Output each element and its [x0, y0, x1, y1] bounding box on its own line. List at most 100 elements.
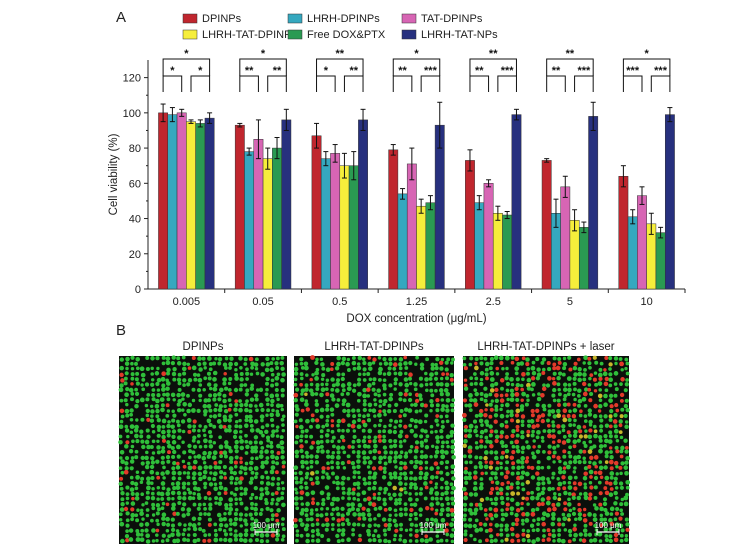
- live-cell: [213, 482, 218, 487]
- live-cell: [594, 506, 599, 511]
- live-cell: [160, 496, 165, 501]
- live-cell: [140, 372, 146, 378]
- live-cell: [479, 429, 485, 435]
- live-cell: [243, 532, 249, 537]
- significance-bracket: [650, 75, 671, 92]
- live-cell: [281, 423, 285, 427]
- live-cell: [372, 455, 377, 460]
- live-cell: [371, 486, 377, 491]
- dead-cell: [593, 389, 598, 393]
- live-cell: [387, 492, 392, 497]
- live-cell: [233, 533, 238, 538]
- live-cell: [249, 460, 254, 466]
- live-cell: [378, 460, 382, 465]
- live-cell: [373, 523, 377, 527]
- live-cell: [315, 357, 319, 362]
- live-cell: [581, 396, 587, 402]
- live-cell: [546, 477, 550, 481]
- live-cell: [479, 477, 484, 481]
- live-cell: [418, 397, 423, 402]
- dead-cell: [530, 465, 535, 470]
- live-cell: [212, 471, 218, 477]
- live-cell: [493, 538, 498, 543]
- live-cell: [192, 526, 198, 532]
- live-cell: [248, 538, 253, 543]
- live-cell: [493, 413, 499, 418]
- live-cell: [198, 445, 203, 449]
- live-cell: [473, 511, 478, 516]
- live-cell: [398, 444, 403, 449]
- live-cell: [388, 513, 392, 518]
- live-cell: [367, 428, 373, 434]
- live-cell: [361, 523, 366, 528]
- dead-cell: [239, 460, 243, 464]
- live-cell: [161, 521, 166, 527]
- live-cell: [499, 422, 505, 428]
- live-cell: [403, 377, 409, 382]
- live-cell: [275, 403, 281, 409]
- dead-cell: [624, 445, 629, 450]
- live-cell: [392, 443, 398, 449]
- live-cell: [494, 434, 500, 440]
- live-cell: [270, 476, 276, 481]
- live-cell: [352, 496, 357, 501]
- dead-cell: [541, 538, 546, 543]
- live-cell: [592, 513, 597, 518]
- live-cell: [434, 491, 440, 496]
- live-cell: [434, 485, 438, 490]
- live-cell: [250, 522, 255, 527]
- live-cell: [172, 486, 177, 491]
- dead-cell: [521, 512, 526, 517]
- live-cell: [181, 485, 186, 490]
- live-cell: [331, 516, 336, 521]
- live-cell: [139, 480, 144, 485]
- apoptotic-cell: [399, 487, 404, 492]
- live-cell: [602, 501, 608, 507]
- live-cell: [171, 418, 176, 423]
- dead-cell: [310, 355, 315, 360]
- live-cell: [193, 486, 198, 491]
- live-cell: [309, 424, 313, 429]
- live-cell: [253, 511, 259, 516]
- live-cell: [525, 511, 530, 517]
- live-cell: [557, 387, 561, 392]
- live-cell: [357, 391, 362, 397]
- live-cell: [624, 382, 629, 387]
- live-cell: [477, 502, 483, 507]
- live-cell: [382, 445, 388, 450]
- live-cell: [563, 461, 568, 466]
- dead-cell: [573, 361, 578, 366]
- live-cell: [238, 407, 243, 413]
- live-cell: [145, 513, 150, 518]
- live-cell: [441, 440, 445, 445]
- live-cell: [615, 506, 620, 512]
- live-cell: [315, 424, 321, 429]
- live-cell: [398, 512, 404, 518]
- live-cell: [623, 495, 629, 501]
- live-cell: [207, 476, 212, 481]
- live-cell: [309, 465, 314, 469]
- live-cell: [330, 439, 335, 444]
- live-cell: [382, 470, 387, 474]
- live-cell: [253, 440, 258, 445]
- live-cell: [609, 450, 613, 454]
- live-cell: [451, 517, 455, 522]
- live-cell: [329, 407, 335, 412]
- live-cell: [337, 439, 341, 444]
- apoptotic-cell: [392, 485, 397, 491]
- live-cell: [430, 393, 435, 398]
- live-cell: [154, 403, 160, 409]
- live-cell: [146, 434, 151, 439]
- live-cell: [345, 402, 351, 408]
- live-cell: [419, 383, 424, 388]
- live-cell: [583, 491, 588, 497]
- live-cell: [269, 412, 274, 418]
- live-cell: [367, 517, 373, 522]
- live-cell: [423, 429, 428, 434]
- live-cell: [494, 455, 499, 461]
- live-cell: [330, 377, 335, 382]
- dead-cell: [192, 419, 197, 424]
- live-cell: [604, 450, 610, 455]
- live-cell: [614, 486, 619, 490]
- live-cell: [430, 366, 435, 371]
